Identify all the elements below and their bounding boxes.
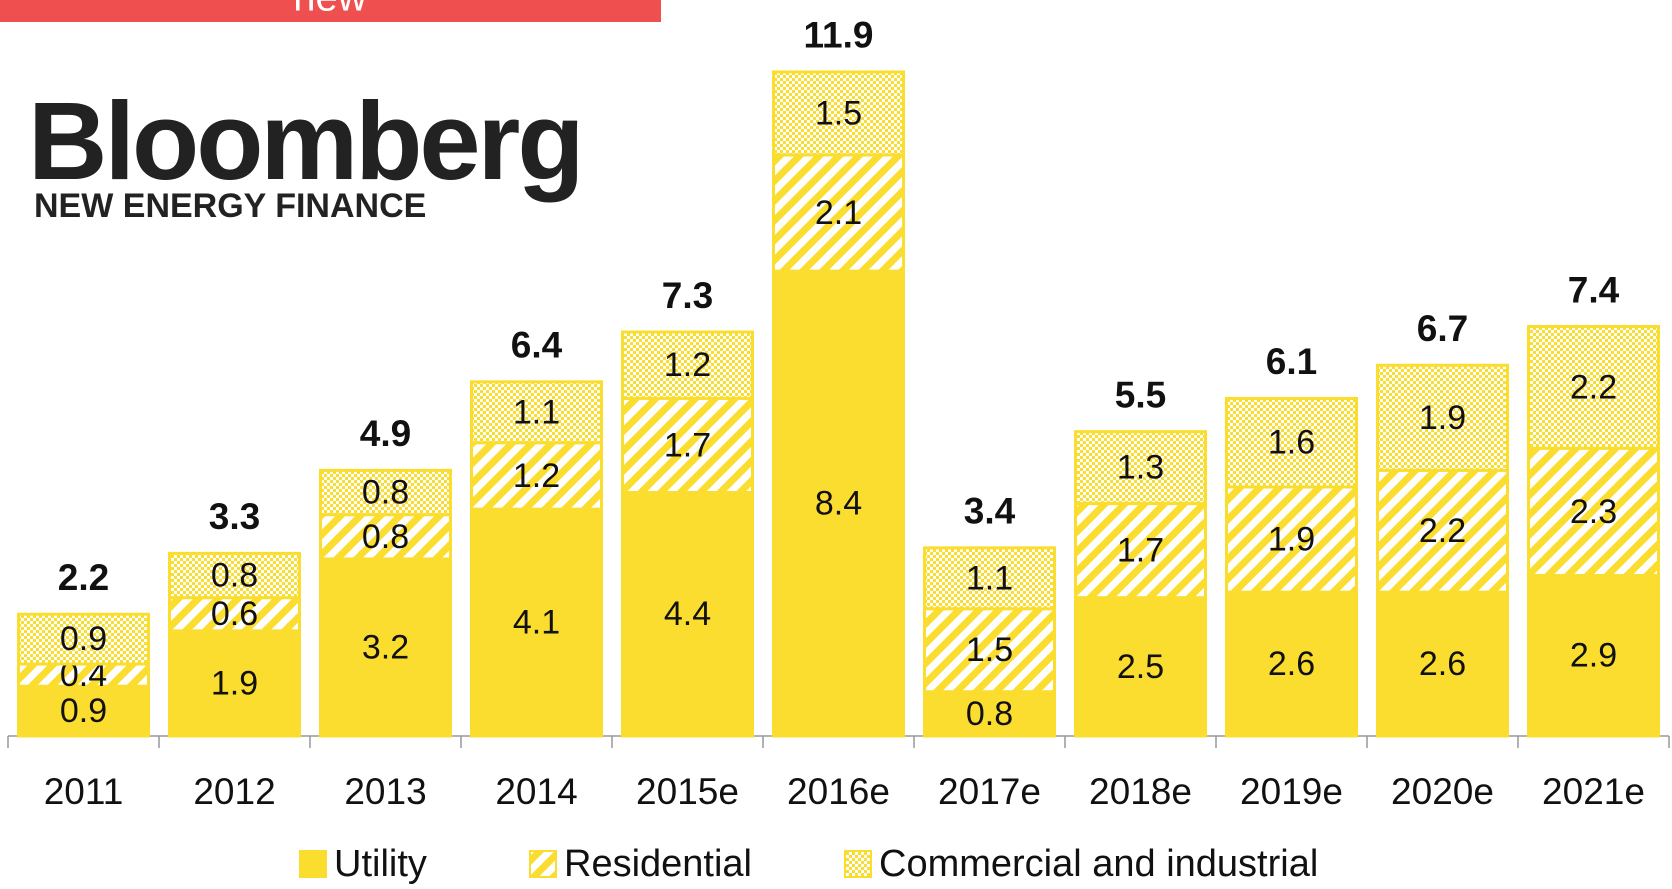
bar-segment	[772, 153, 905, 273]
bar-segment	[1376, 590, 1509, 738]
segment-label: 2.3	[1570, 493, 1617, 531]
total-label: 2.2	[58, 557, 109, 598]
segment-label: 1.1	[513, 393, 560, 431]
segment-label: 1.2	[513, 457, 560, 495]
x-tick-label: 2014	[495, 771, 577, 812]
segment-label: 0.8	[966, 695, 1013, 733]
total-label: 11.9	[804, 15, 874, 56]
segment-label: 3.2	[362, 628, 409, 666]
segment-label: 0.8	[362, 473, 409, 511]
bar-segment	[1074, 502, 1207, 600]
x-tick-label: 2016e	[787, 771, 890, 812]
legend-swatch	[529, 850, 557, 878]
bar-segment	[772, 269, 905, 738]
segment-label: 2.2	[1570, 368, 1617, 406]
bar-segment	[168, 551, 301, 600]
bar-segment	[1074, 430, 1207, 506]
x-tick-label: 2020e	[1391, 771, 1494, 812]
total-label: 5.5	[1115, 374, 1166, 415]
legend-label: Utility	[334, 843, 427, 885]
bar-segment	[168, 629, 301, 738]
bar-segment	[319, 557, 452, 738]
x-tick-label: 2015e	[636, 771, 739, 812]
bar-segment	[1074, 596, 1207, 738]
bar-segment	[17, 684, 150, 738]
bar-segment	[923, 546, 1056, 611]
segment-label: 2.9	[1570, 637, 1617, 675]
bar-segment	[1527, 574, 1660, 738]
segment-label: 0.6	[211, 595, 258, 633]
x-tick-label: 2012	[193, 771, 275, 812]
total-label: 6.7	[1417, 308, 1468, 349]
x-tick-label: 2013	[344, 771, 426, 812]
segment-label: 1.5	[815, 94, 862, 132]
bar-segment	[621, 330, 754, 400]
total-label: 7.3	[662, 275, 713, 316]
total-label: 4.9	[360, 413, 411, 454]
bar-segment	[1225, 396, 1358, 489]
segment-label: 1.3	[1117, 449, 1164, 487]
bar-segment	[470, 507, 603, 738]
segment-label: 2.6	[1419, 645, 1466, 683]
total-label: 3.3	[209, 496, 260, 537]
segment-label: 8.4	[815, 485, 862, 523]
bar-segment	[319, 468, 452, 517]
segment-label: 0.9	[60, 620, 107, 658]
total-label: 6.4	[511, 325, 563, 366]
segment-label: 2.1	[815, 194, 862, 232]
segment-label: 0.8	[362, 518, 409, 556]
banner-text: new	[293, 0, 366, 20]
legend-swatch	[299, 850, 327, 878]
bar-segment	[621, 491, 754, 738]
x-tick-label: 2011	[44, 771, 124, 812]
segment-label: 0.8	[211, 557, 258, 595]
legend-label: Commercial and industrial	[879, 843, 1318, 885]
x-tick-label: 2017e	[938, 771, 1041, 812]
bar-segment	[17, 612, 150, 666]
segment-label: 0.9	[60, 692, 107, 730]
bar-segment	[1527, 324, 1660, 450]
bar-segment	[1376, 363, 1509, 472]
segment-label: 1.6	[1268, 424, 1315, 462]
segment-label: 2.6	[1268, 645, 1315, 683]
bar-segment	[1225, 485, 1358, 594]
bar-segment	[168, 596, 301, 633]
x-tick-label: 2021e	[1542, 771, 1645, 812]
legend-label: Residential	[564, 843, 752, 885]
bar-segment	[772, 70, 905, 157]
x-tick-label: 2019e	[1240, 771, 1343, 812]
segment-label: 2.2	[1419, 512, 1466, 550]
segment-label: 1.1	[966, 559, 1013, 597]
bar-segment	[1225, 590, 1358, 738]
segment-label: 4.1	[513, 604, 560, 642]
bar-segment	[470, 441, 603, 511]
total-label: 7.4	[1568, 269, 1620, 310]
bar-segment	[470, 380, 603, 445]
segment-label: 4.4	[664, 595, 711, 633]
bar-segment	[923, 607, 1056, 694]
total-label: 6.1	[1266, 341, 1317, 382]
segment-label: 2.5	[1117, 648, 1164, 686]
segment-label: 1.2	[664, 346, 711, 384]
logo-subtitle: NEW ENERGY FINANCE	[34, 187, 426, 225]
x-tick-label: 2018e	[1089, 771, 1192, 812]
total-label: 3.4	[964, 491, 1016, 532]
logo-name: Bloomberg	[28, 80, 582, 203]
segment-label: 1.9	[1268, 521, 1315, 559]
segment-label: 1.5	[966, 631, 1013, 669]
bar-segment	[1376, 468, 1509, 594]
segment-label: 1.7	[664, 426, 711, 464]
segment-label: 1.9	[211, 664, 258, 702]
legend-swatch	[844, 850, 872, 878]
bar-segment	[621, 396, 754, 495]
segment-label: 1.7	[1117, 532, 1164, 570]
banner	[0, 0, 661, 22]
segment-label: 1.9	[1419, 399, 1466, 437]
